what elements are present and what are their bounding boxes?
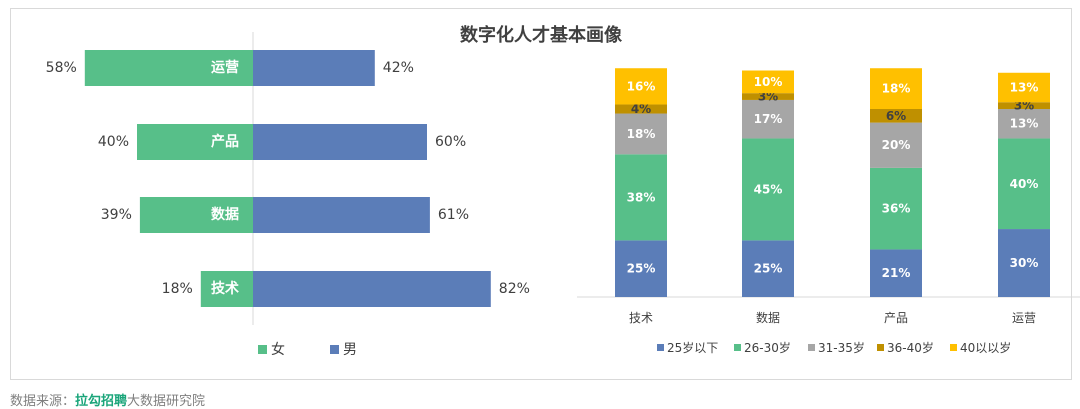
legend-swatch-female (258, 345, 267, 354)
stacked-segment (998, 102, 1050, 110)
segment-data-label: 4% (631, 102, 651, 116)
female-data-label: 40% (98, 134, 129, 150)
segment-data-label: 36% (882, 202, 911, 216)
stacked-segment (615, 154, 667, 241)
legend-label: 31-35岁 (818, 340, 865, 355)
segment-data-label: 45% (754, 182, 783, 196)
legend-swatch (950, 344, 957, 351)
male-bar (253, 197, 430, 233)
legend-label: 40以以岁 (960, 340, 1011, 355)
segment-data-label: 13% (1010, 80, 1039, 94)
segment-data-label: 21% (882, 266, 911, 280)
female-bar (139, 197, 253, 233)
stacked-segment (615, 240, 667, 297)
stacked-segment (870, 249, 922, 297)
segment-data-label: 13% (1010, 117, 1039, 131)
legend-label: 36-40岁 (887, 340, 934, 355)
segment-data-label: 38% (627, 190, 656, 204)
segment-data-label: 18% (882, 82, 911, 96)
segment-data-label: 40% (1010, 177, 1039, 191)
segment-data-label: 25% (754, 262, 783, 276)
female-bar (200, 271, 253, 307)
stacked-segment (742, 70, 794, 94)
legend-label-male: 男 (343, 342, 357, 358)
stacked-segment (615, 104, 667, 114)
stacked-segment (742, 93, 794, 100)
male-data-label: 42% (383, 60, 414, 76)
stacked-segment (742, 240, 794, 297)
stacked-segment (870, 167, 922, 250)
stacked-segment (998, 229, 1050, 297)
male-bar (253, 271, 491, 307)
legend-label: 26-30岁 (744, 340, 791, 355)
legend-swatch (734, 344, 741, 351)
legend-swatch (657, 344, 664, 351)
category-label: 产品 (211, 133, 239, 150)
female-data-label: 39% (101, 207, 132, 223)
male-bar (253, 50, 375, 86)
segment-data-label: 30% (1010, 256, 1039, 270)
legend-swatch-male (330, 345, 339, 354)
segment-data-label: 18% (627, 127, 656, 141)
x-tick-label: 产品 (884, 311, 908, 325)
legend-swatch (808, 344, 815, 351)
male-data-label: 61% (438, 207, 469, 223)
stacked-segment (615, 68, 667, 105)
segment-data-label: 25% (627, 262, 656, 276)
female-bar (137, 124, 253, 160)
male-data-label: 60% (435, 134, 466, 150)
x-tick-label: 数据 (756, 310, 780, 325)
category-label: 技术 (211, 280, 239, 297)
stacked-segment (998, 138, 1050, 230)
category-label: 运营 (211, 59, 239, 76)
chart-title: 数字化人才基本画像 (460, 25, 622, 46)
x-tick-label: 运营 (1012, 311, 1036, 325)
source-prefix: 数据来源： (10, 394, 76, 409)
female-data-label: 18% (162, 281, 193, 297)
legend-swatch (877, 344, 884, 351)
stacked-segment (615, 113, 667, 155)
stacked-segment (998, 72, 1050, 103)
source-brand: 拉勾招聘 (75, 394, 128, 409)
source-note: 数据来源：拉勾招聘大数据研究院 (10, 390, 205, 409)
female-data-label: 58% (46, 60, 77, 76)
segment-data-label: 20% (882, 138, 911, 152)
stacked-segment (742, 99, 794, 139)
segment-data-label: 17% (754, 112, 783, 126)
x-tick-label: 技术 (629, 311, 653, 325)
stacked-segment (870, 122, 922, 168)
legend-label-female: 女 (271, 341, 285, 358)
category-label: 数据 (211, 206, 239, 223)
legend-label: 25岁以下 (667, 340, 718, 355)
male-data-label: 82% (499, 281, 530, 297)
stacked-segment (998, 109, 1050, 139)
segment-data-label: 6% (886, 109, 906, 123)
source-suffix: 大数据研究院 (127, 394, 206, 409)
stacked-segment (742, 138, 794, 241)
segment-data-label: 10% (754, 75, 783, 89)
stacked-segment (870, 68, 922, 110)
male-bar (253, 124, 427, 160)
segment-data-label: 16% (627, 79, 656, 93)
stacked-segment (870, 109, 922, 123)
female-bar (84, 50, 253, 86)
